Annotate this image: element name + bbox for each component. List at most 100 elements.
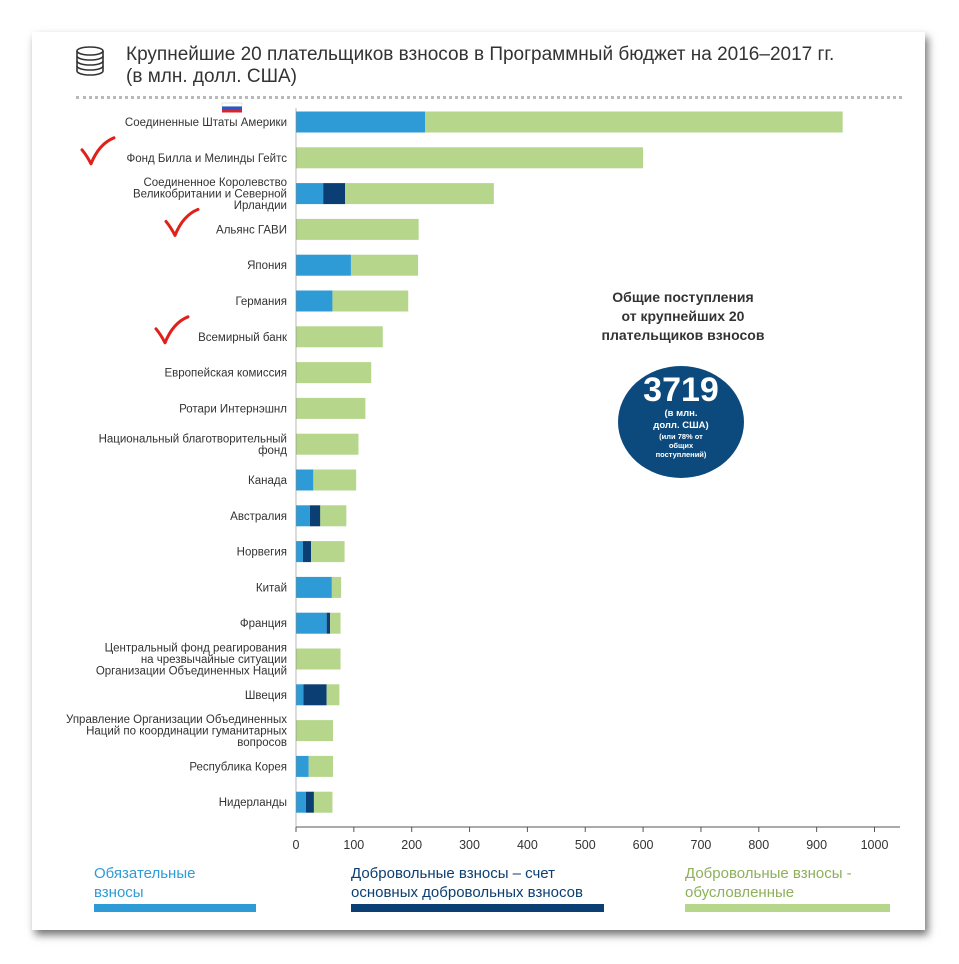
category-label: Швеция bbox=[245, 690, 287, 702]
chart-title: Крупнейшие 20 плательщиков взносов в Про… bbox=[126, 44, 916, 88]
category-label: Нидерланды bbox=[219, 797, 287, 809]
category-label: Центральный фонд реагирования bbox=[105, 643, 287, 655]
category-label: Альянс ГАВИ bbox=[216, 224, 287, 236]
bar-specified-voluntary bbox=[330, 612, 341, 634]
category-label: на чрезвычайные ситуации bbox=[141, 654, 287, 666]
total-note-line3: поступлений) bbox=[655, 450, 707, 459]
total-circle: 3719 (в млн. долл. США) (или 78% от общи… bbox=[618, 366, 744, 478]
bar-specified-voluntary bbox=[320, 505, 347, 527]
category-label: Германия bbox=[235, 296, 287, 308]
legend-mandatory-line1: Обязательные bbox=[94, 865, 196, 882]
bar-core-voluntary bbox=[302, 541, 312, 563]
bar-mandatory bbox=[296, 183, 324, 205]
category-label: Европейская комиссия bbox=[164, 368, 287, 380]
legend-core-voluntary-line2: основных добровольных взносов bbox=[351, 884, 583, 901]
bar-mandatory bbox=[296, 576, 332, 598]
category-label: Китай bbox=[256, 582, 287, 594]
category-label: Ротари Интернэшнл bbox=[179, 403, 287, 415]
total-heading: Общие поступления от крупнейших 20 плате… bbox=[578, 288, 788, 345]
bar-specified-voluntary bbox=[350, 254, 419, 276]
category-label: Управление Организации Объединенных bbox=[66, 714, 287, 726]
category-label: Канада bbox=[248, 475, 288, 487]
legend-mandatory-swatch bbox=[94, 904, 256, 912]
bar-core-voluntary bbox=[303, 684, 327, 706]
total-note-line2: общих bbox=[668, 441, 694, 450]
x-tick-label: 700 bbox=[691, 838, 712, 852]
category-label: Норвегия bbox=[237, 547, 287, 559]
bar-mandatory bbox=[296, 612, 327, 634]
x-tick-label: 500 bbox=[575, 838, 596, 852]
bar-core-voluntary bbox=[305, 791, 314, 813]
bar-specified-voluntary bbox=[313, 469, 357, 491]
x-tick-label: 600 bbox=[633, 838, 654, 852]
x-tick-label: 0 bbox=[293, 838, 300, 852]
category-label: Япония bbox=[247, 260, 287, 272]
dotted-divider bbox=[76, 96, 902, 99]
category-label: Фонд Билла и Мелинды Гейтс bbox=[126, 153, 287, 165]
bar-core-voluntary bbox=[309, 505, 321, 527]
bar-specified-voluntary bbox=[425, 111, 843, 133]
legend-core-voluntary-swatch bbox=[351, 904, 604, 912]
checkmark-icon bbox=[80, 136, 116, 166]
bar-specified-voluntary bbox=[308, 755, 334, 777]
flag-icon bbox=[221, 102, 243, 107]
coins-icon bbox=[76, 46, 104, 76]
category-label: Национальный благотворительный bbox=[99, 433, 287, 445]
x-tick-label: 900 bbox=[806, 838, 827, 852]
total-value: 3719 bbox=[643, 371, 719, 409]
bar-mandatory bbox=[296, 469, 314, 491]
x-tick-label: 200 bbox=[401, 838, 422, 852]
category-label: Республика Корея bbox=[189, 761, 287, 773]
total-heading-line1: Общие поступления bbox=[612, 289, 754, 305]
legend-specified-voluntary-line1: Добровольные взносы - bbox=[685, 865, 852, 882]
bar-mandatory bbox=[296, 791, 306, 813]
x-tick-label: 100 bbox=[343, 838, 364, 852]
bar-specified-voluntary bbox=[326, 684, 340, 706]
legend-mandatory-line2: взносы bbox=[94, 884, 144, 901]
flag-icon-stripe bbox=[222, 106, 242, 110]
category-label: Франция bbox=[240, 618, 287, 630]
bar-mandatory bbox=[296, 254, 351, 276]
flag-icon-stripe bbox=[222, 109, 242, 113]
category-label: Соединенные Штаты Америки bbox=[125, 117, 287, 129]
category-label: Австралия bbox=[230, 511, 287, 523]
bar-mandatory bbox=[296, 505, 310, 527]
chart-title-line2: (в млн. долл. США) bbox=[126, 66, 297, 87]
category-label: вопросов bbox=[237, 737, 287, 749]
bar-specified-voluntary bbox=[296, 147, 644, 169]
bar-specified-voluntary bbox=[296, 362, 372, 384]
category-label: фонд bbox=[258, 445, 287, 457]
legend-core-voluntary-line1: Добровольные взносы – счет bbox=[351, 865, 556, 882]
x-tick-label: 800 bbox=[748, 838, 769, 852]
legend-core-voluntary: Добровольные взносы – счет основных добр… bbox=[351, 864, 583, 902]
bar-specified-voluntary bbox=[296, 433, 359, 455]
bar-mandatory bbox=[296, 111, 426, 133]
chart-title-line1: Крупнейшие 20 плательщиков взносов в Про… bbox=[126, 44, 835, 65]
total-note-line1: (или 78% от bbox=[659, 432, 703, 441]
category-label: Всемирный банк bbox=[198, 332, 288, 344]
category-label: Соединенное Королевство bbox=[143, 177, 287, 189]
total-unit-line1: (в млн. bbox=[664, 408, 698, 419]
bar-mandatory bbox=[296, 755, 309, 777]
total-unit-line2: долл. США) bbox=[653, 420, 709, 431]
category-label: Организации Объединенных Наций bbox=[96, 666, 287, 678]
checkmark-icon bbox=[154, 315, 190, 345]
bar-specified-voluntary bbox=[296, 326, 383, 348]
x-tick-label: 1000 bbox=[861, 838, 889, 852]
category-label: Наций по координации гуманитарных bbox=[86, 726, 287, 738]
x-tick-label: 300 bbox=[459, 838, 480, 852]
bar-specified-voluntary bbox=[313, 791, 333, 813]
bar-specified-voluntary bbox=[331, 576, 342, 598]
category-label: Ирландии bbox=[234, 200, 287, 212]
bar-specified-voluntary bbox=[332, 290, 409, 312]
total-heading-line2: от крупнейших 20 bbox=[621, 308, 745, 324]
category-label: Великобритании и Северной bbox=[133, 189, 287, 201]
legend-specified-voluntary-line2: обусловленные bbox=[685, 884, 795, 901]
bar-core-voluntary bbox=[323, 183, 346, 205]
legend-specified-voluntary: Добровольные взносы - обусловленные bbox=[685, 864, 852, 902]
bar-specified-voluntary bbox=[311, 541, 345, 563]
bar-specified-voluntary bbox=[296, 720, 334, 742]
legend-mandatory: Обязательные взносы bbox=[94, 864, 195, 902]
bar-specified-voluntary bbox=[296, 218, 419, 240]
